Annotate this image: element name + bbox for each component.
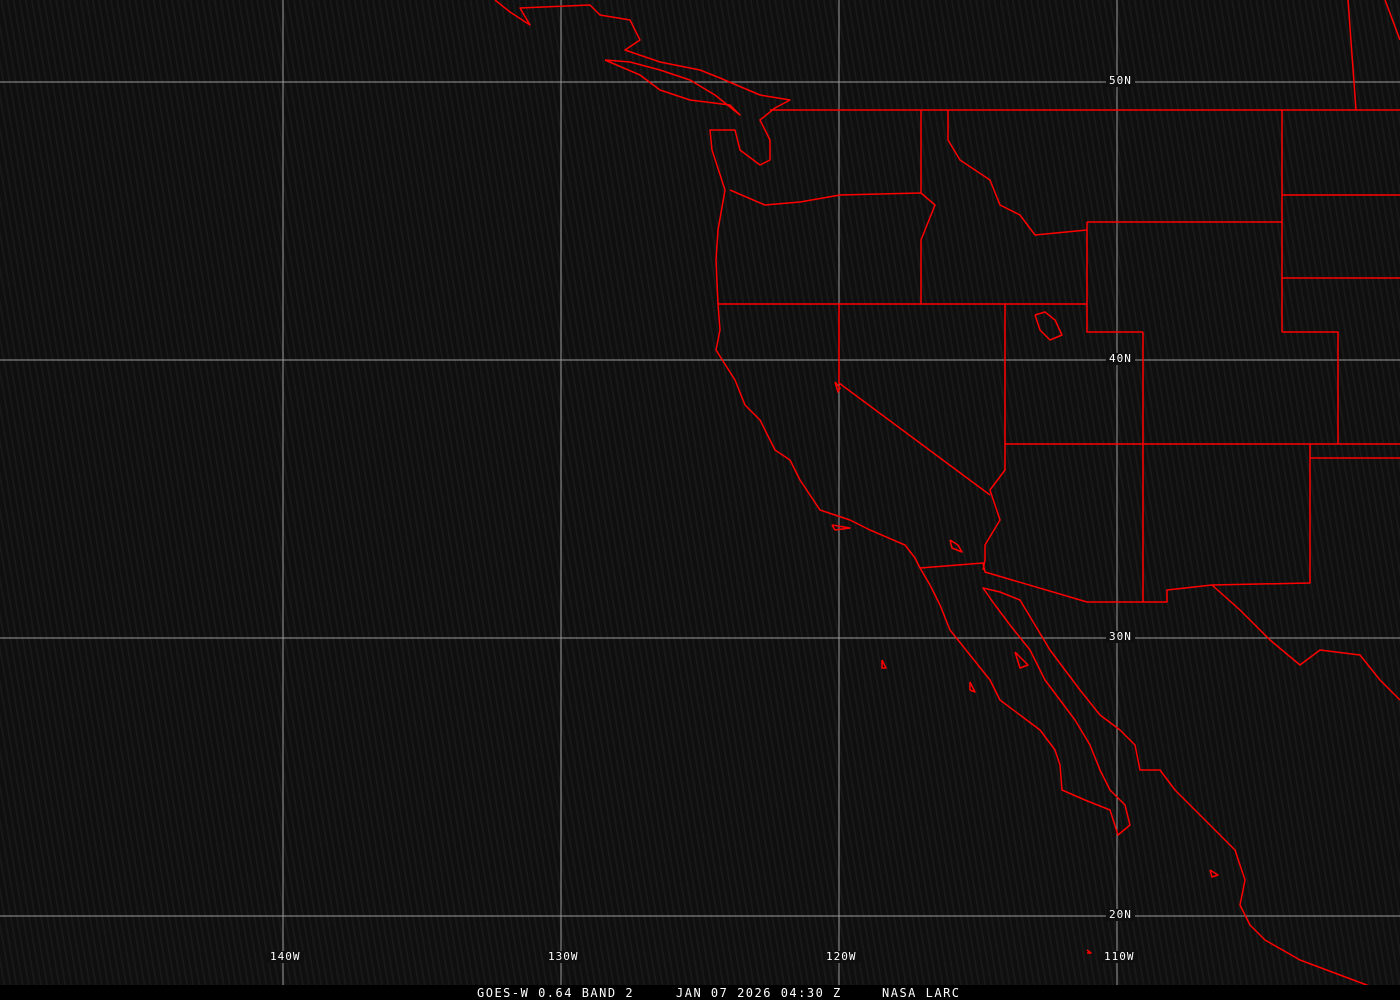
lon-label-120w: 120W xyxy=(823,951,860,963)
great-salt-lake xyxy=(1034,311,1063,341)
guadalupe-island xyxy=(881,659,887,669)
id-wy-border xyxy=(1086,222,1143,333)
id-mt-border xyxy=(947,110,1088,236)
lat-label-20n: 20N xyxy=(1106,909,1135,921)
tiburon-island xyxy=(1014,651,1029,669)
nv-ut-border xyxy=(982,304,1006,571)
us-mexico-border xyxy=(919,562,1143,603)
footer-bar xyxy=(0,985,1400,1000)
vancouver-island xyxy=(604,59,741,116)
wa-or-border xyxy=(729,189,922,206)
boundaries xyxy=(494,0,1400,991)
coastline-north-america xyxy=(494,0,1381,991)
lake-tahoe xyxy=(834,381,841,393)
nv-ca-border xyxy=(838,304,991,496)
canada-provincial-border xyxy=(1347,0,1357,111)
lon-label-140w: 140W xyxy=(267,951,304,963)
ne-co-border xyxy=(1282,331,1339,444)
lon-label-110w: 110W xyxy=(1101,951,1138,963)
lat-label-50n: 50N xyxy=(1106,75,1135,87)
rio-grande xyxy=(1211,584,1400,701)
wa-id-border xyxy=(920,110,936,304)
nm-tx-border xyxy=(1143,444,1311,603)
channel-islands xyxy=(831,524,851,531)
socorro-island xyxy=(1086,949,1092,954)
footer-product: GOES-W 0.64 BAND 2 xyxy=(477,986,635,1000)
salton-sea xyxy=(949,539,963,553)
lat-label-40n: 40N xyxy=(1106,353,1135,365)
cedros-island xyxy=(969,681,976,693)
lon-label-130w: 130W xyxy=(545,951,582,963)
lat-label-30n: 30N xyxy=(1106,631,1135,643)
footer-source: NASA LARC xyxy=(882,986,961,1000)
footer-datetime: JAN 07 2026 04:30 Z xyxy=(676,986,842,1000)
canada-provincial-border-east xyxy=(1384,0,1400,41)
tres-marias xyxy=(1209,869,1219,878)
